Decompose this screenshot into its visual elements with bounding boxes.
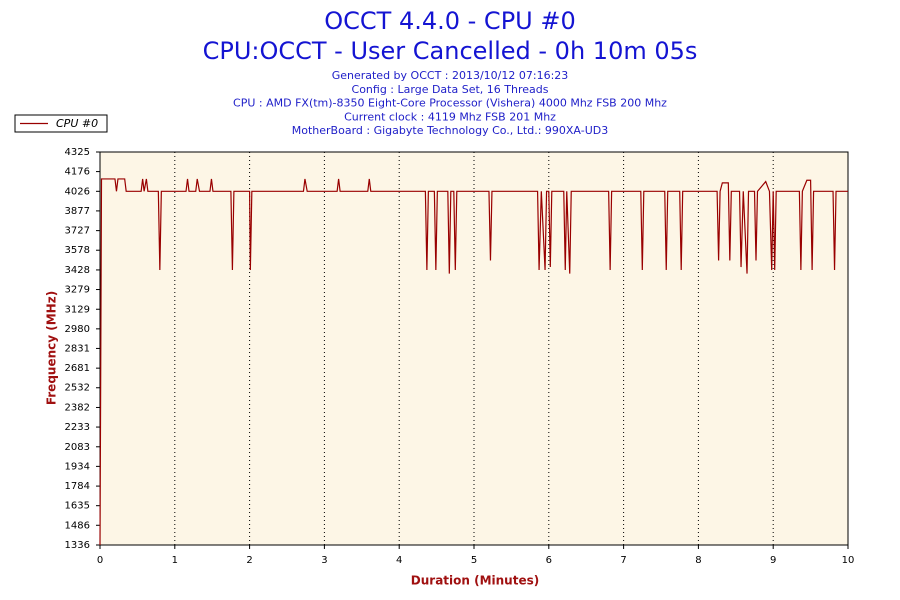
- y-tick-label: 1934: [65, 461, 90, 472]
- x-tick-label: 4: [396, 555, 402, 566]
- y-tick-label: 4325: [65, 147, 90, 158]
- chart-title: OCCT 4.4.0 - CPU #0: [324, 7, 575, 35]
- y-tick-label: 1784: [65, 481, 90, 492]
- y-tick-label: 3129: [65, 304, 90, 315]
- x-tick-label: 2: [246, 555, 252, 566]
- y-axis-label: Frequency (MHz): [45, 291, 59, 405]
- y-tick-label: 1635: [65, 501, 90, 512]
- y-tick-label: 3727: [65, 226, 90, 237]
- y-tick-label: 3578: [65, 245, 90, 256]
- chart-subtitle: CPU:OCCT - User Cancelled - 0h 10m 05s: [203, 37, 698, 65]
- x-tick-label: 7: [620, 555, 626, 566]
- y-tick-label: 1336: [65, 540, 90, 551]
- x-tick-label: 0: [97, 555, 103, 566]
- y-tick-label: 3877: [65, 206, 90, 217]
- x-tick-label: 9: [770, 555, 776, 566]
- x-tick-label: 3: [321, 555, 327, 566]
- series-line: [99, 178, 848, 546]
- info-line: MotherBoard : Gigabyte Technology Co., L…: [292, 124, 608, 137]
- y-tick-label: 2831: [65, 343, 90, 354]
- y-tick-label: 2532: [65, 383, 90, 394]
- y-tick-label: 2681: [65, 363, 90, 374]
- y-tick-label: 2083: [65, 442, 90, 453]
- y-tick-label: 3279: [65, 285, 90, 296]
- x-axis-label: Duration (Minutes): [411, 574, 539, 588]
- info-line: CPU : AMD FX(tm)-8350 Eight-Core Process…: [233, 97, 667, 110]
- y-tick-label: 2980: [65, 324, 90, 335]
- x-tick-label: 10: [842, 555, 855, 566]
- legend: [14, 114, 108, 133]
- legend-label: CPU #0: [56, 117, 98, 130]
- x-tick-label: 6: [546, 555, 552, 566]
- y-tick-label: 4026: [65, 186, 90, 197]
- y-tick-label: 3428: [65, 265, 90, 276]
- y-tick-label: 2382: [65, 402, 90, 413]
- y-tick-label: 2233: [65, 422, 90, 433]
- info-line: Current clock : 4119 Mhz FSB 201 Mhz: [344, 110, 556, 123]
- info-line: Generated by OCCT : 2013/10/12 07:16:23: [332, 69, 569, 82]
- x-tick-label: 1: [172, 555, 178, 566]
- info-line: Config : Large Data Set, 16 Threads: [352, 83, 549, 96]
- y-tick-label: 4176: [65, 167, 90, 178]
- x-tick-label: 5: [471, 555, 477, 566]
- x-tick-label: 8: [695, 555, 701, 566]
- y-tick-label: 1486: [65, 520, 90, 531]
